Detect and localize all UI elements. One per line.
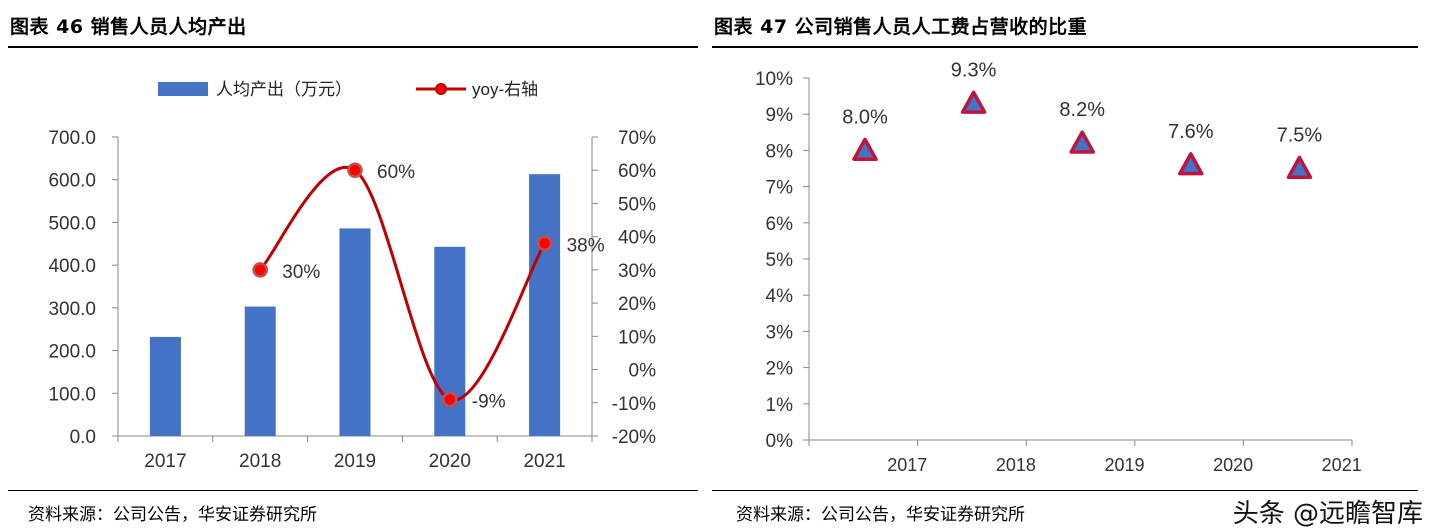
- yoy-data-label: 30%: [282, 262, 320, 283]
- legend-bar-label: 人均产出（万元）: [216, 80, 352, 99]
- right-y-tick-label: 30%: [618, 261, 656, 282]
- left-y-tick-label: 200.0: [48, 342, 96, 363]
- data-label: 7.6%: [1168, 121, 1214, 143]
- point-2019: [1069, 130, 1095, 154]
- watermark: 头条 @远瞻智库: [1232, 499, 1423, 529]
- point-2020: [1178, 152, 1204, 176]
- right-y-tick-label: 40%: [618, 228, 656, 249]
- left-y-tick-label: 300.0: [48, 299, 96, 320]
- point-2017: [852, 137, 878, 161]
- x-tick-label: 2020: [429, 451, 471, 472]
- right-figure: 图表 47 公司销售人员人工费占营收的比重 0% 1% 2% 3% 4% 5% 6% 7% 8%…: [712, 0, 1427, 530]
- yoy-point-2019: [347, 162, 363, 178]
- bar-2021: [529, 174, 561, 436]
- y-tick-label: 4%: [766, 286, 794, 307]
- left-figure-title: 图表 46 销售人员人均产出: [10, 16, 247, 38]
- yoy-point-2021: [536, 235, 553, 252]
- y-tick-label: 3%: [766, 322, 794, 343]
- right-y-tick-label: 20%: [618, 294, 656, 315]
- y-tick-label: 2%: [766, 359, 794, 380]
- y-tick-label: 6%: [766, 214, 794, 235]
- x-tick-label: 2017: [887, 455, 927, 475]
- legend-line-label: yoy-右轴: [472, 80, 538, 99]
- y-tick-label: 10%: [755, 69, 793, 90]
- yoy-data-label: 60%: [377, 162, 415, 183]
- x-tick-label: 2017: [144, 451, 186, 472]
- right-chart: 0% 1% 2% 3% 4% 5% 6% 7% 8% 9% 10% 2017 2018 2019 2020 2…: [755, 59, 1362, 475]
- point-2021: [1286, 155, 1313, 180]
- yoy-line: [259, 165, 546, 402]
- right-y-tick-label: 60%: [618, 161, 656, 182]
- y-tick-label: 5%: [766, 250, 794, 271]
- left-chart: 人均产出（万元） yoy-右轴 0.0 100.0 200.0 300.0 400.0 500…: [48, 80, 657, 472]
- left-y-tick-label: 400.0: [48, 256, 96, 277]
- data-label: 9.3%: [951, 59, 997, 81]
- yoy-data-label: 38%: [567, 235, 605, 256]
- yoy-point-2018: [252, 262, 268, 278]
- left-y-tick-label: 500.0: [48, 213, 96, 234]
- right-y-tick-label: 0%: [629, 361, 657, 382]
- point-2018: [960, 90, 987, 114]
- right-y-tick-label: 50%: [618, 194, 656, 215]
- left-source-note: 资料来源：公司公告，华安证券研究所: [28, 505, 317, 525]
- x-tick-label: 2021: [1322, 455, 1362, 475]
- left-source-rule: [8, 490, 698, 491]
- yoy-point-2020: [442, 391, 458, 408]
- right-y-tick-label: 70%: [618, 128, 656, 149]
- data-label: 7.5%: [1277, 125, 1323, 147]
- y-tick-label: 0%: [766, 431, 794, 452]
- right-title-rule: [712, 46, 1418, 48]
- left-figure: 图表 46 销售人员人均产出 人均产出（万元） yoy-右轴 0.0 100.0 200…: [0, 0, 700, 530]
- x-tick-label: 2020: [1213, 455, 1253, 475]
- legend-line-marker: [435, 83, 447, 95]
- x-tick-label: 2018: [996, 455, 1036, 475]
- x-tick-label: 2021: [523, 451, 565, 472]
- data-label: 8.0%: [842, 106, 888, 128]
- y-tick-label: 9%: [766, 105, 794, 126]
- right-y-tick-label: -20%: [612, 427, 656, 448]
- y-tick-label: 7%: [766, 178, 794, 199]
- left-title-rule: [8, 46, 698, 48]
- left-y-tick-label: 600.0: [48, 171, 96, 192]
- y-tick-label: 1%: [766, 395, 794, 416]
- x-tick-label: 2019: [1104, 455, 1144, 475]
- legend-bar-swatch: [158, 82, 208, 96]
- y-tick-label: 8%: [766, 141, 794, 162]
- right-y-tick-label: 10%: [618, 327, 656, 348]
- right-figure-title: 图表 47 公司销售人员人工费占营收的比重: [714, 16, 1088, 38]
- bar-2017: [149, 336, 181, 436]
- bar-2019: [339, 228, 371, 436]
- data-label: 8.2%: [1059, 99, 1105, 121]
- left-y-tick-label: 0.0: [70, 427, 96, 448]
- x-tick-label: 2018: [239, 451, 281, 472]
- left-y-tick-label: 100.0: [48, 384, 96, 405]
- right-source-note: 资料来源：公司公告，华安证券研究所: [736, 505, 1025, 525]
- right-y-tick-label: -10%: [612, 394, 656, 415]
- right-source-rule: [712, 490, 1418, 491]
- bar-2020: [434, 246, 466, 436]
- bar-2018: [244, 306, 276, 436]
- x-tick-label: 2019: [334, 451, 376, 472]
- left-y-tick-label: 700.0: [48, 128, 96, 149]
- yoy-data-label: -9%: [472, 391, 506, 412]
